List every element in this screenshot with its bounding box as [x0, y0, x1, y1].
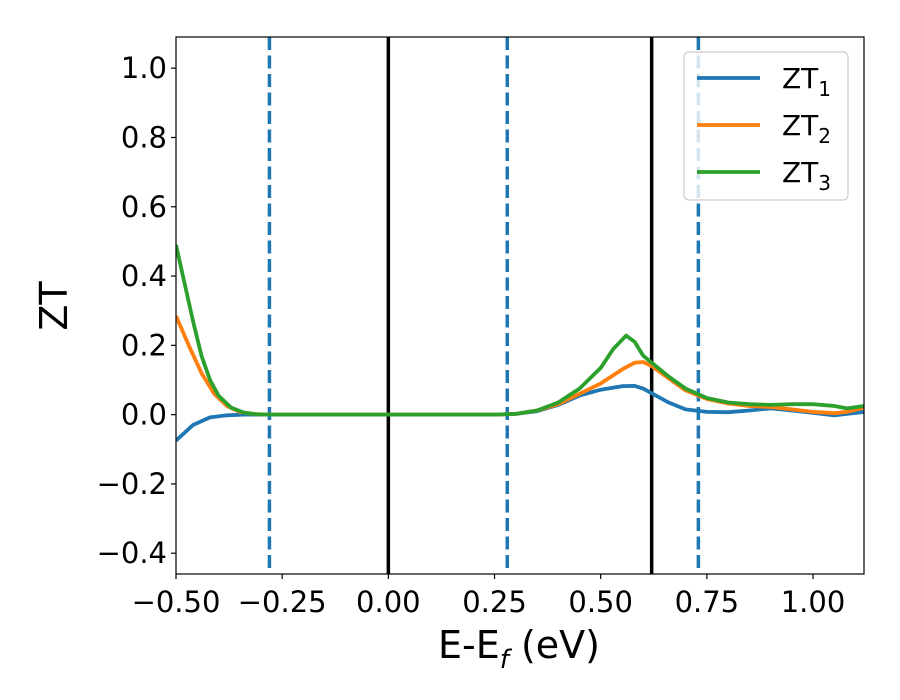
y-axis-title: ZT — [32, 281, 76, 331]
plot-frame — [175, 36, 865, 575]
x-axis: −0.50 −0.25 0.00 0.25 0.50 0.75 1.00 — [132, 574, 846, 619]
series-lines — [176, 244, 864, 442]
x-tick-label: 0.50 — [568, 585, 633, 619]
y-tick-label: 0.6 — [121, 190, 167, 224]
x-axis-title-unit: (eV) — [509, 623, 600, 667]
x-tick-label: 0.00 — [356, 585, 421, 619]
legend-label-zt1: ZT1 — [782, 62, 831, 101]
x-tick-label: −0.50 — [132, 585, 221, 619]
reference-lines — [267, 37, 701, 574]
x-tick-label: 0.25 — [462, 585, 527, 619]
series-line-zt2 — [176, 315, 864, 417]
legend-label-zt2: ZT2 — [782, 109, 831, 148]
y-axis: −0.4 −0.2 0.0 0.2 0.4 0.6 0.8 1.0 — [97, 51, 176, 570]
y-tick-label: 0.8 — [121, 120, 167, 154]
x-tick-label: 0.75 — [675, 585, 740, 619]
y-tick-label: 1.0 — [121, 51, 167, 85]
x-axis-title-main: E-E — [438, 623, 500, 667]
x-tick-label: −0.25 — [238, 585, 327, 619]
y-tick-label: −0.4 — [97, 536, 167, 570]
y-tick-label: −0.2 — [97, 467, 167, 501]
y-tick-label: 0.0 — [121, 398, 167, 432]
legend-box — [683, 51, 849, 201]
series-line-zt3 — [176, 244, 864, 417]
legend-label-zt3: ZT3 — [782, 156, 831, 195]
y-tick-label: 0.4 — [121, 259, 167, 293]
x-axis-title: E-Ef (eV) — [438, 623, 600, 675]
legend: ZT1 ZT2 ZT3 — [683, 51, 849, 201]
x-tick-label: 1.00 — [781, 585, 846, 619]
y-tick-label: 0.2 — [121, 328, 167, 362]
